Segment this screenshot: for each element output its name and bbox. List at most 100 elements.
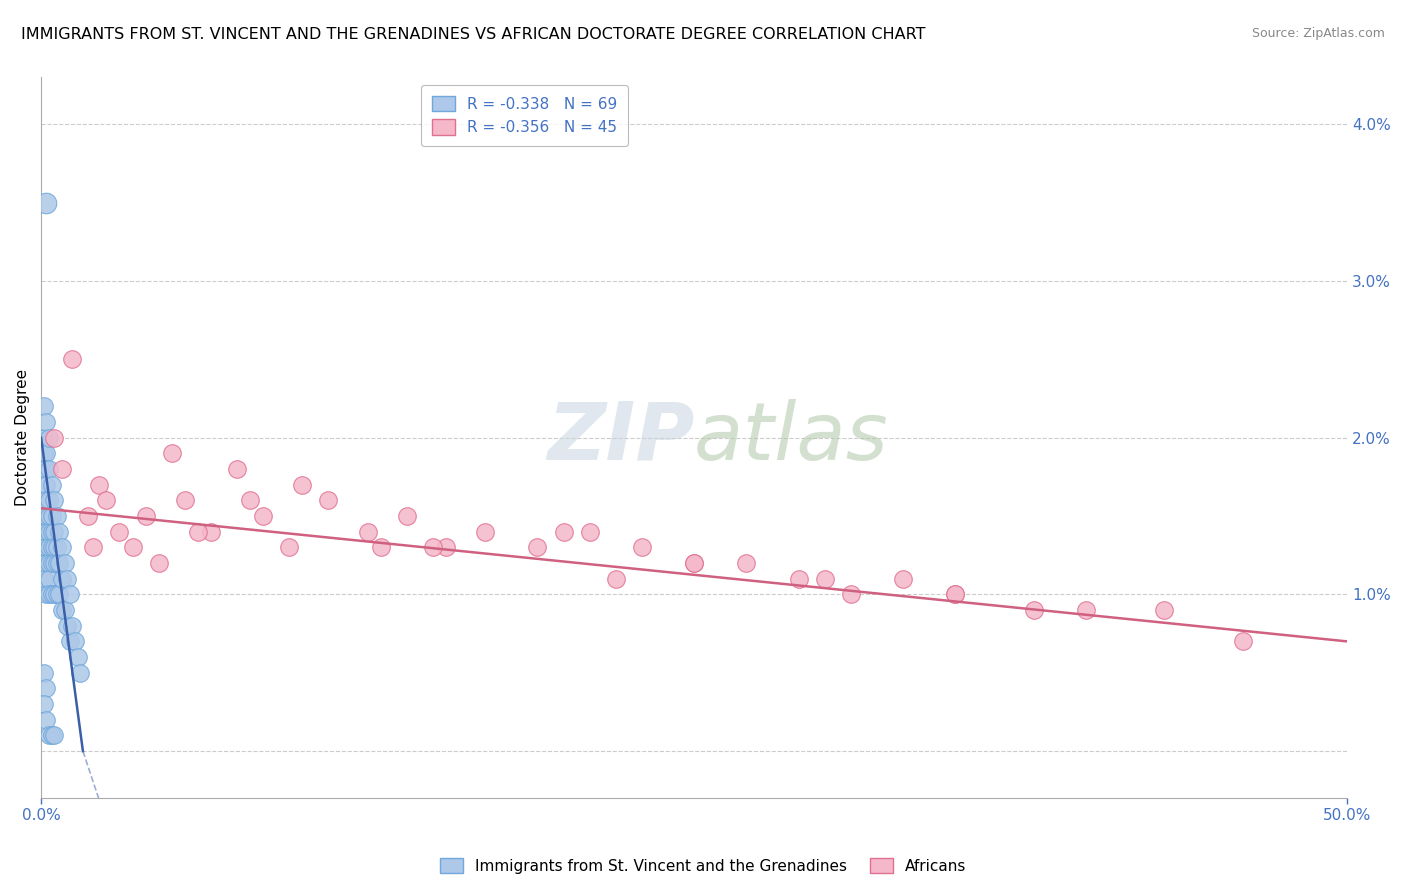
Point xyxy=(945,587,967,601)
Point xyxy=(173,493,195,508)
Point xyxy=(48,556,70,570)
Point xyxy=(48,524,70,539)
Point xyxy=(96,493,118,508)
Point xyxy=(32,446,55,460)
Point xyxy=(148,556,170,570)
Point xyxy=(56,619,79,633)
Point xyxy=(38,572,60,586)
Point xyxy=(787,572,810,586)
Point xyxy=(474,524,496,539)
Point xyxy=(291,477,314,491)
Point xyxy=(35,713,58,727)
Point xyxy=(605,572,627,586)
Point xyxy=(51,462,73,476)
Point xyxy=(35,477,58,491)
Point xyxy=(160,446,183,460)
Point xyxy=(38,493,60,508)
Point xyxy=(51,541,73,555)
Point xyxy=(38,524,60,539)
Point xyxy=(82,541,104,555)
Point xyxy=(370,541,392,555)
Point xyxy=(32,431,55,445)
Point xyxy=(187,524,209,539)
Point xyxy=(35,681,58,696)
Point xyxy=(44,493,66,508)
Point xyxy=(226,462,249,476)
Point xyxy=(434,541,457,555)
Point xyxy=(45,587,67,601)
Point xyxy=(44,587,66,601)
Point xyxy=(62,352,84,367)
Y-axis label: Doctorate Degree: Doctorate Degree xyxy=(15,369,30,507)
Legend: R = -0.338   N = 69, R = -0.356   N = 45: R = -0.338 N = 69, R = -0.356 N = 45 xyxy=(420,85,627,146)
Text: Source: ZipAtlas.com: Source: ZipAtlas.com xyxy=(1251,27,1385,40)
Point xyxy=(32,509,55,524)
Point xyxy=(44,431,66,445)
Point xyxy=(41,556,63,570)
Point xyxy=(32,697,55,711)
Point xyxy=(318,493,340,508)
Point xyxy=(45,556,67,570)
Point xyxy=(44,541,66,555)
Point xyxy=(135,509,157,524)
Point xyxy=(683,556,706,570)
Point xyxy=(41,587,63,601)
Point xyxy=(32,400,55,414)
Point xyxy=(35,509,58,524)
Point xyxy=(41,728,63,742)
Point xyxy=(44,728,66,742)
Point xyxy=(356,524,378,539)
Point xyxy=(35,587,58,601)
Point xyxy=(38,541,60,555)
Point xyxy=(239,493,262,508)
Point xyxy=(35,462,58,476)
Point xyxy=(45,541,67,555)
Point xyxy=(38,556,60,570)
Point xyxy=(66,650,89,665)
Text: atlas: atlas xyxy=(695,399,889,476)
Point xyxy=(41,541,63,555)
Point xyxy=(44,556,66,570)
Legend: Immigrants from St. Vincent and the Grenadines, Africans: Immigrants from St. Vincent and the Gren… xyxy=(433,852,973,880)
Point xyxy=(683,556,706,570)
Point xyxy=(839,587,862,601)
Point xyxy=(35,524,58,539)
Point xyxy=(38,587,60,601)
Point xyxy=(87,477,110,491)
Point xyxy=(38,509,60,524)
Point xyxy=(1153,603,1175,617)
Point xyxy=(945,587,967,601)
Point xyxy=(814,572,837,586)
Point xyxy=(32,556,55,570)
Point xyxy=(121,541,143,555)
Point xyxy=(38,431,60,445)
Point xyxy=(1022,603,1045,617)
Point xyxy=(32,524,55,539)
Point xyxy=(108,524,131,539)
Point xyxy=(35,446,58,460)
Point xyxy=(526,541,548,555)
Point xyxy=(35,541,58,555)
Point xyxy=(44,524,66,539)
Point xyxy=(69,665,91,680)
Point xyxy=(77,509,100,524)
Point xyxy=(1074,603,1097,617)
Point xyxy=(32,572,55,586)
Point xyxy=(35,415,58,429)
Point xyxy=(32,665,55,680)
Point xyxy=(578,524,600,539)
Point xyxy=(53,556,76,570)
Point xyxy=(395,509,418,524)
Point xyxy=(32,541,55,555)
Text: ZIP: ZIP xyxy=(547,399,695,476)
Point xyxy=(41,509,63,524)
Point xyxy=(200,524,222,539)
Point xyxy=(48,587,70,601)
Point xyxy=(553,524,575,539)
Point xyxy=(35,195,58,210)
Point xyxy=(45,509,67,524)
Point xyxy=(59,587,82,601)
Point xyxy=(41,524,63,539)
Point xyxy=(891,572,914,586)
Point xyxy=(51,572,73,586)
